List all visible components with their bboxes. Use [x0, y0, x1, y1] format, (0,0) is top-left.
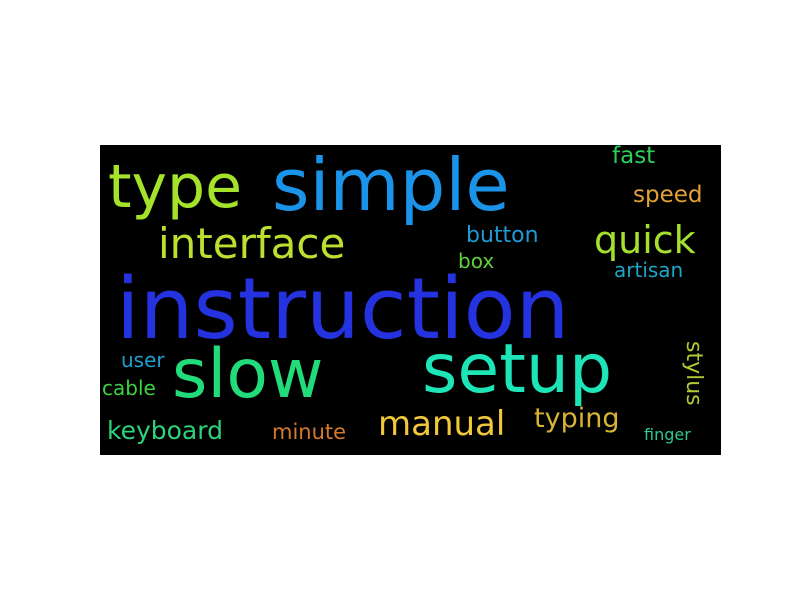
word-simple: simple	[272, 145, 510, 227]
word-finger: finger	[644, 425, 691, 444]
word-minute: minute	[272, 420, 347, 444]
word-button: button	[466, 223, 539, 248]
word-type: type	[108, 152, 243, 222]
word-user: user	[121, 348, 165, 372]
word-keyboard: keyboard	[107, 416, 223, 445]
word-slow: slow	[172, 335, 324, 414]
word-cloud: instruction simple slow setup type inter…	[100, 145, 721, 455]
word-setup: setup	[422, 330, 613, 409]
word-speed: speed	[633, 182, 703, 208]
word-fast: fast	[612, 145, 656, 169]
word-box: box	[458, 249, 495, 273]
word-quick: quick	[594, 218, 696, 262]
word-cable: cable	[102, 376, 156, 400]
word-instruction: instruction	[116, 260, 570, 359]
word-typing: typing	[534, 403, 620, 434]
word-stylus: stylus	[681, 341, 706, 406]
word-interface: interface	[158, 219, 346, 268]
word-manual: manual	[378, 404, 506, 444]
word-artisan: artisan	[614, 258, 684, 282]
